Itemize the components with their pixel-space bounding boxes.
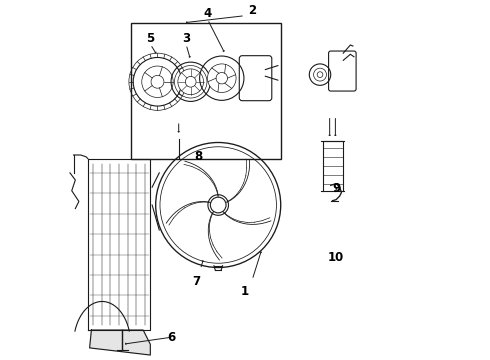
Circle shape — [314, 68, 326, 81]
Text: 8: 8 — [195, 150, 203, 163]
Circle shape — [178, 69, 203, 95]
Bar — [131, 23, 281, 158]
Text: 3: 3 — [182, 32, 190, 45]
Circle shape — [207, 64, 236, 93]
Text: 5: 5 — [146, 32, 154, 45]
Text: 2: 2 — [248, 4, 256, 17]
Circle shape — [142, 66, 173, 98]
Text: 4: 4 — [203, 8, 212, 21]
Text: 1: 1 — [241, 285, 249, 298]
Text: 10: 10 — [328, 251, 344, 265]
Text: 7: 7 — [193, 275, 201, 288]
Polygon shape — [90, 330, 150, 355]
Text: 9: 9 — [332, 183, 340, 195]
Text: 6: 6 — [168, 331, 176, 344]
